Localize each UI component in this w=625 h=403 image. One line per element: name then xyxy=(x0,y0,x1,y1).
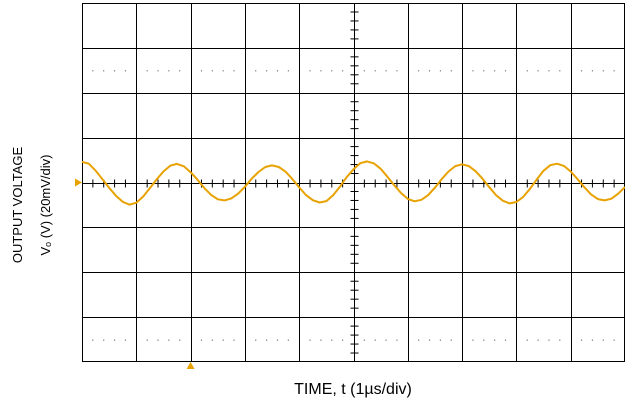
grid-dot xyxy=(222,70,224,72)
grid-dot xyxy=(559,70,561,72)
grid-dot xyxy=(385,339,387,341)
grid-dot xyxy=(255,70,257,72)
grid-dot xyxy=(287,339,289,341)
y-axis-label-line1: OUTPUT VOLTAGE xyxy=(10,147,25,264)
grid-dot xyxy=(428,339,431,341)
grid-dot xyxy=(92,339,94,341)
grid-dot xyxy=(428,70,431,72)
grid-dot xyxy=(537,339,539,341)
grid-dot xyxy=(168,339,170,341)
grid-dot xyxy=(266,339,268,341)
grid-dot xyxy=(342,70,344,72)
trace-layer xyxy=(81,160,625,206)
grid-dot xyxy=(363,70,365,72)
grid-dot xyxy=(157,339,159,341)
grid-dot xyxy=(418,339,420,341)
grid-dot xyxy=(124,339,127,341)
grid-dot xyxy=(559,339,561,341)
grid-dot xyxy=(276,339,279,341)
grid-dot xyxy=(124,70,127,72)
grid-dot xyxy=(526,70,528,72)
grid-dot xyxy=(613,339,615,341)
grid-dot xyxy=(233,339,235,341)
grid-dot xyxy=(504,339,507,341)
grid-dot xyxy=(483,339,485,341)
grid-dot xyxy=(146,339,148,341)
grid-dot xyxy=(483,70,485,72)
ground-marker xyxy=(75,178,82,187)
grid-dot xyxy=(439,339,441,341)
grid-dot xyxy=(374,339,376,341)
grid-dot xyxy=(287,70,289,72)
grid-dot xyxy=(591,70,594,72)
grid-dot xyxy=(548,339,550,341)
x-axis-label: TIME, t (1µs/div) xyxy=(294,381,412,398)
grid-dot xyxy=(200,70,203,72)
grid-dot xyxy=(526,339,528,341)
grid-dot xyxy=(331,339,333,341)
grid-dot xyxy=(103,339,105,341)
trace-line xyxy=(81,160,625,206)
grid-dot xyxy=(396,339,398,341)
grid-dot xyxy=(580,339,583,341)
grid-dot xyxy=(494,70,496,72)
grid-dot xyxy=(602,339,604,341)
grid-dot xyxy=(472,70,474,72)
grid-dot xyxy=(92,70,94,72)
grid-dot xyxy=(504,70,507,72)
grid-dot xyxy=(591,339,594,341)
grid-dot xyxy=(613,70,615,72)
grid-dot xyxy=(211,70,213,72)
grid-dot xyxy=(396,70,398,72)
grid-dot xyxy=(537,70,539,72)
grid-dot xyxy=(276,70,279,72)
grid-dot xyxy=(494,339,496,341)
grid-dot xyxy=(211,339,213,341)
grid-dot xyxy=(179,70,181,72)
trigger-marker xyxy=(186,362,195,369)
grid-dot xyxy=(385,70,387,72)
y-axis-label-line2: Vₒ (V) (20mV/div) xyxy=(38,155,53,256)
grid-dot xyxy=(450,70,452,72)
grid-dot xyxy=(320,339,322,341)
grid-dot xyxy=(363,339,365,341)
grid-dot xyxy=(472,339,474,341)
grid-dot xyxy=(168,70,170,72)
grid-dot xyxy=(418,70,420,72)
grid-dot xyxy=(450,339,452,341)
grid-dot xyxy=(255,339,257,341)
grid-dot xyxy=(179,339,181,341)
grid-dot xyxy=(146,70,148,72)
grid-dot xyxy=(320,70,322,72)
grid-dot xyxy=(222,339,224,341)
grid-dot xyxy=(233,70,235,72)
grid-dot xyxy=(439,70,441,72)
grid-dot xyxy=(103,70,105,72)
marker-layer xyxy=(75,178,195,369)
grid-dot xyxy=(113,70,116,72)
grid-dot xyxy=(602,70,604,72)
grid-dot xyxy=(309,339,311,341)
grid-dot xyxy=(200,339,203,341)
grid-dot xyxy=(580,70,583,72)
grid-dot xyxy=(113,339,116,341)
grid-dot xyxy=(331,70,333,72)
grid-dot xyxy=(374,70,376,72)
grid-dot xyxy=(266,70,268,72)
grid-dot xyxy=(309,70,311,72)
grid-dot xyxy=(548,70,550,72)
grid-dot xyxy=(342,339,344,341)
grid-dot xyxy=(157,70,159,72)
graticule xyxy=(82,3,625,362)
